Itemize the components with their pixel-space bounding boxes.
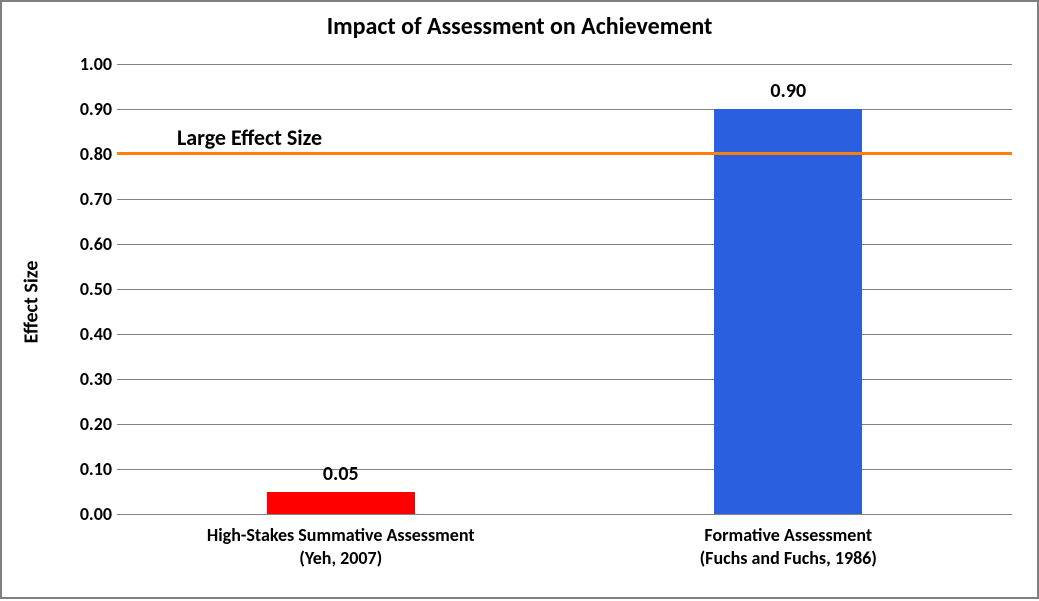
category-label: Formative Assessment(Fuchs and Fuchs, 19… [700,524,877,569]
y-tick-label: 0.60 [57,233,112,255]
y-tick-label: 0.10 [57,458,112,480]
gridline [117,379,1012,380]
gridline [117,244,1012,245]
bar [714,109,862,514]
y-tick-label: 0.80 [57,143,112,165]
y-tick-label: 0.50 [57,278,112,300]
y-axis-label-wrap: Effect Size [16,2,46,601]
y-tick-label: 0.70 [57,188,112,210]
bar-value-label: 0.90 [770,79,806,103]
gridline [117,289,1012,290]
gridline [117,424,1012,425]
y-tick-label: 0.90 [57,98,112,120]
threshold-line [117,152,1012,155]
category-label-line2: (Yeh, 2007) [207,547,475,570]
plot-area: 0.05 0.90 Large Effect Size [117,64,1012,514]
gridline [117,469,1012,470]
bar-value-label: 0.05 [323,462,359,486]
y-tick-label: 0.00 [57,503,112,525]
chart-title: Impact of Assessment on Achievement [2,12,1037,41]
y-tick-label: 0.30 [57,368,112,390]
category-label-line1: Formative Assessment [700,524,877,547]
chart-frame: Impact of Assessment on Achievement Effe… [0,0,1039,599]
gridline [117,64,1012,65]
category-label: High-Stakes Summative Assessment(Yeh, 20… [207,524,475,569]
y-tick-label: 0.20 [57,413,112,435]
y-tick-label: 0.40 [57,323,112,345]
gridline [117,334,1012,335]
category-label-line2: (Fuchs and Fuchs, 1986) [700,547,877,570]
y-tick-label: 1.00 [57,53,112,75]
gridline [117,109,1012,110]
threshold-annotation: Large Effect Size [177,124,322,151]
gridline [117,199,1012,200]
x-axis-baseline [117,514,1012,515]
y-axis-label: Effect Size [19,260,43,343]
bar [267,492,415,515]
category-label-line1: High-Stakes Summative Assessment [207,524,475,547]
